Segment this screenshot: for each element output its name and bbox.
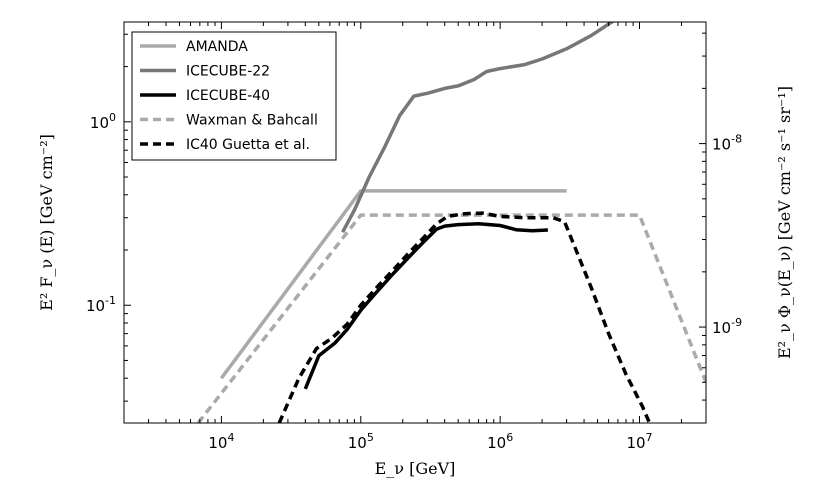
x-axis-label: E_ν [GeV] [375, 459, 456, 478]
series-line-ic40-guetta-et-al- [277, 211, 652, 423]
legend: AMANDA ICECUBE-22 ICECUBE-40 Waxman & Bahca… [131, 31, 337, 161]
series-line-amanda [219, 189, 567, 380]
right-y-axis-label: E²_ν Φ_ν(E_ν) [GeV cm⁻² s⁻¹ sr⁻¹] [775, 86, 794, 359]
series-line-icecube-22 [341, 22, 615, 234]
right-y-tick-label: 10-8 [712, 133, 742, 154]
x-tick-label: 104 [208, 431, 234, 452]
x-tick-label: 105 [348, 431, 374, 452]
legend-label: ICECUBE-40 [186, 88, 270, 104]
x-tick-label: 107 [626, 431, 652, 452]
legend-label: ICECUBE-22 [186, 64, 270, 80]
legend-label: Waxman & Bahcall [186, 113, 318, 129]
right-y-tick-label: 10-9 [712, 316, 742, 337]
series-line-waxman-bahcall [196, 213, 706, 423]
series-line-icecube-40 [303, 222, 548, 390]
plot-frame [123, 21, 707, 424]
legend-label: IC40 Guetta et al. [186, 137, 310, 153]
x-tick-label: 106 [487, 431, 513, 452]
legend-label: AMANDA [186, 39, 248, 55]
y-tick-label: 100 [90, 111, 116, 132]
y-axis-label: E² F_ν (E) [GeV cm⁻²] [37, 134, 56, 311]
y-tick-label: 10-1 [86, 294, 116, 315]
